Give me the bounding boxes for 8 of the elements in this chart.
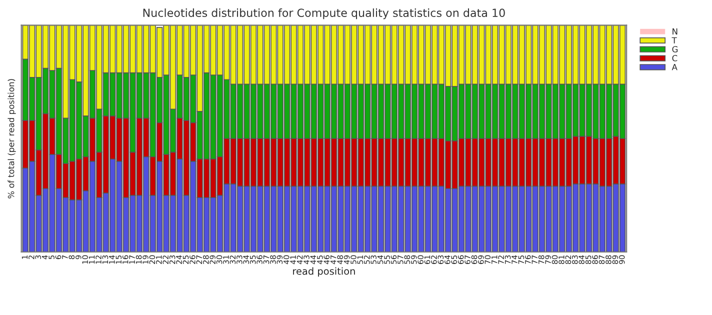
y-axis-title: % of total (per read position): [8, 79, 16, 198]
legend-label: C: [672, 55, 678, 62]
legend-label: G: [672, 46, 678, 52]
legend-label: N: [672, 28, 678, 34]
x-axis-title: read position: [293, 267, 355, 277]
chart-title: Nucleotides distribution for Compute quality statistics on data 10: [143, 8, 505, 20]
legend-label: T: [672, 37, 677, 44]
legend-label: A: [672, 64, 678, 70]
